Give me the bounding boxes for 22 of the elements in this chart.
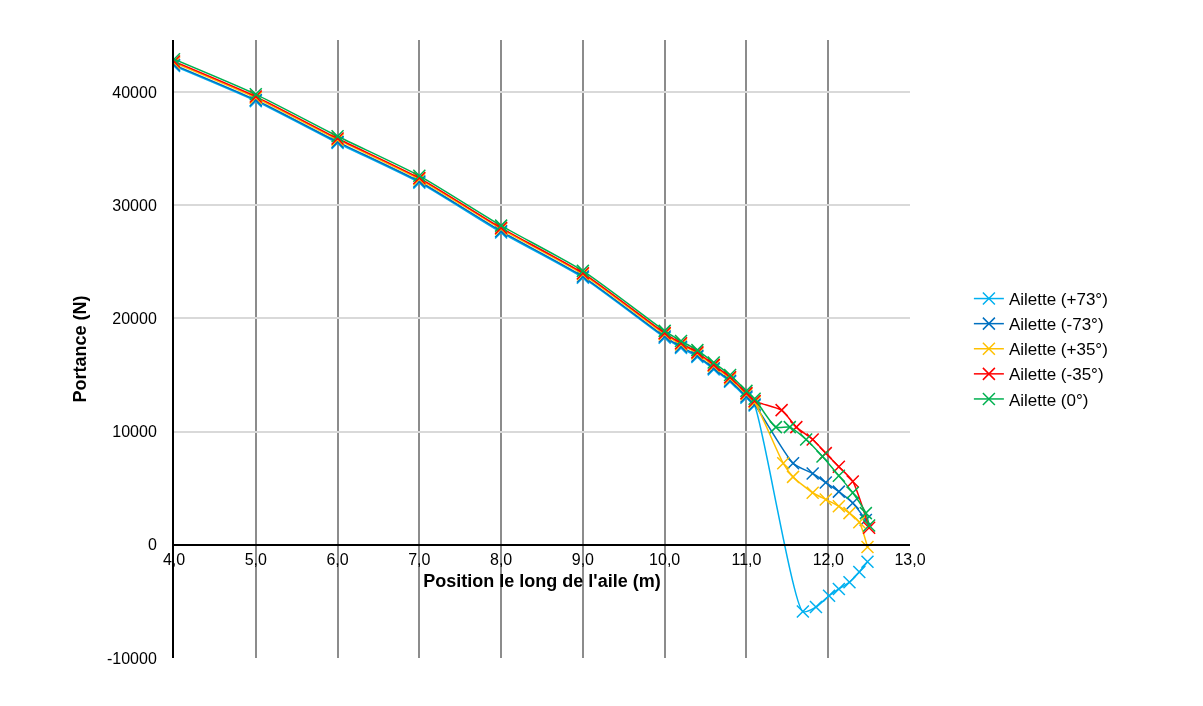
x-tick-label: 10,0 — [649, 551, 681, 569]
y-tick-label: 30000 — [112, 196, 157, 214]
x-axis-title: Position le long de l'aile (m) — [423, 570, 661, 591]
y-tick-label: 20000 — [112, 310, 157, 328]
y-tick-label: 40000 — [112, 83, 157, 101]
legend-label: Ailette (0°) — [1008, 390, 1089, 410]
y-tick-label: 0 — [147, 536, 157, 554]
x-tick-label: 11,0 — [731, 551, 762, 569]
x-tick-label: 13,0 — [894, 551, 926, 569]
x-tick-label: 7,0 — [408, 551, 431, 569]
x-tick-label: 5,0 — [244, 551, 267, 569]
x-tick-label: 12,0 — [812, 551, 844, 569]
legend-label: Ailette (-73°) — [1008, 315, 1104, 335]
legend-label: Ailette (+35°) — [1008, 340, 1108, 360]
y-tick-label: -10000 — [106, 649, 157, 667]
y-tick-label: 10000 — [112, 423, 157, 441]
x-tick-label: 8,0 — [489, 551, 513, 569]
y-axis-title: Portance (N) — [69, 295, 90, 403]
legend-label: Ailette (+73°) — [1008, 290, 1108, 310]
legend-label: Ailette (-35°) — [1008, 365, 1104, 385]
x-tick-label: 6,0 — [326, 551, 349, 569]
x-tick-label: 9,0 — [571, 551, 595, 569]
